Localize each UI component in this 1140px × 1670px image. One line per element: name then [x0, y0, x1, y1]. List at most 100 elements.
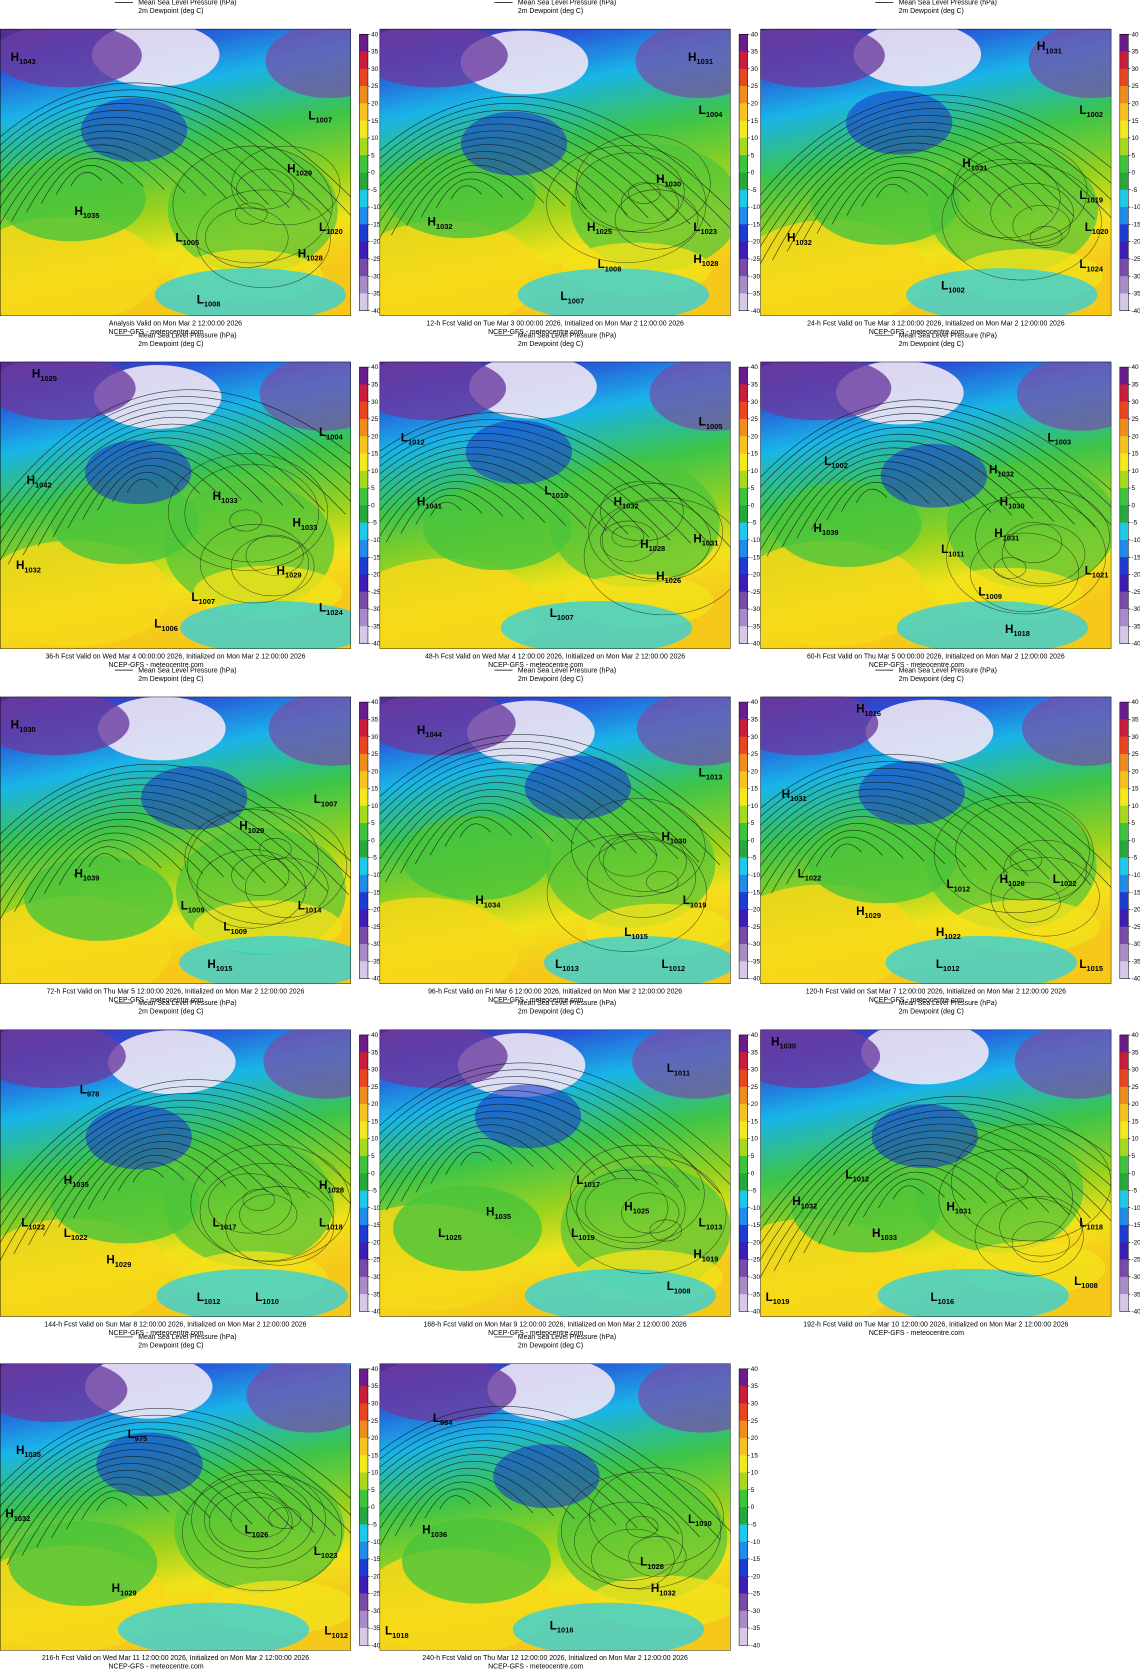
center-type: H [64, 1174, 72, 1187]
isobar [561, 1471, 722, 1590]
center-value: 1012 [408, 438, 425, 447]
pressure-center: H1035 [486, 1206, 511, 1221]
pressure-center: H1032 [614, 495, 639, 510]
colorbar-label: 25 [371, 416, 379, 423]
pressure-center: L1005 [175, 232, 199, 247]
pressure-center: L1012 [845, 1168, 869, 1183]
colorbar-segment [739, 1368, 748, 1387]
center-value: 1029 [296, 169, 313, 178]
center-value: 1018 [1087, 1223, 1104, 1232]
source: NCEP-GFS - meteocentre.com [488, 662, 583, 669]
center-type: H [693, 253, 701, 266]
source: NCEP-GFS - meteocentre.com [108, 997, 203, 1004]
colorbar-label: 35 [371, 49, 379, 56]
dewpoint-area [760, 361, 892, 421]
isobar [184, 463, 320, 563]
colorbar-label: 5 [1131, 820, 1135, 827]
colorbar-segment [359, 172, 368, 191]
colorbar-segment [739, 926, 748, 945]
isobar [0, 130, 227, 209]
colorbar-segment [359, 909, 368, 928]
dewpoint-area [543, 936, 731, 984]
isobar [0, 110, 290, 208]
dewpoint-area [487, 1363, 615, 1421]
colorbar-label: -35 [371, 291, 381, 298]
center-type: H [1037, 40, 1045, 53]
colorbar-segment [359, 574, 368, 593]
pressure-center: L1005 [699, 416, 723, 431]
colorbar-label: -40 [1131, 308, 1140, 315]
center-type: L [319, 221, 326, 234]
dewpoint-area [946, 461, 1112, 589]
center-value: 1007 [316, 116, 333, 125]
colorbar-label: -40 [751, 1309, 761, 1316]
dewpoint-area [861, 1029, 989, 1085]
colorbar-segment [739, 823, 748, 841]
colorbar-segment [359, 1242, 368, 1260]
isobar [576, 134, 711, 233]
colorbar-label: 0 [371, 837, 375, 844]
isobar [546, 834, 707, 952]
colorbar-label: 10 [371, 1470, 379, 1477]
center-value: 1032 [997, 470, 1014, 479]
isobar [0, 389, 351, 505]
isobar [0, 1435, 315, 1534]
colorbar-label: 5 [751, 1487, 755, 1494]
pressure-center: L1023 [314, 1545, 338, 1560]
center-type: L [128, 1428, 135, 1441]
center-type: H [587, 221, 595, 234]
isobar [831, 163, 971, 225]
colorbar-label: 15 [1131, 118, 1139, 125]
colorbar-label: 35 [371, 1049, 379, 1056]
pressure-center: L1020 [319, 221, 343, 236]
pressure-center: L1024 [1079, 258, 1104, 273]
colorbar-label: -15 [371, 554, 381, 561]
caption: 168-h Fcst Valid on Mon Mar 9 12:00:00 2… [423, 1321, 686, 1328]
center-value: 1030 [19, 725, 36, 734]
pressure-center: H1030 [771, 1036, 796, 1051]
dewpoint-area [0, 156, 146, 242]
colorbar-label: -5 [1131, 187, 1137, 194]
colorbar-segment [359, 1294, 368, 1312]
isobar [82, 458, 221, 520]
isobar [379, 1419, 700, 1538]
map: H1035L1025L1017L1019H1025L1013H1019L1008… [379, 1029, 731, 1317]
isobar [415, 1131, 555, 1193]
isobar [379, 123, 670, 222]
pressure-center: L1019 [571, 1227, 595, 1242]
center-value: 1002 [1087, 110, 1104, 119]
center-type: H [693, 1248, 701, 1261]
center-value: 1003 [1055, 438, 1072, 447]
colorbar-segment [359, 1368, 368, 1387]
center-type: L [699, 104, 706, 117]
isobar [28, 825, 204, 903]
colorbar-label: -15 [751, 554, 761, 561]
isobar [811, 468, 950, 530]
pressure-center: H1042 [27, 474, 52, 489]
dewpoint-area [179, 936, 351, 984]
source: NCEP-GFS - meteocentre.com [869, 1330, 964, 1337]
dewpoint-area [379, 361, 507, 421]
colorbar-segment [1119, 172, 1129, 191]
center-type: H [688, 51, 696, 64]
colorbar-segment [359, 34, 368, 52]
colorbar-segment [1119, 736, 1129, 755]
center-type: L [766, 1291, 773, 1304]
colorbar-segment [1119, 574, 1129, 593]
colorbar-label: 30 [1131, 1067, 1139, 1074]
isobar [0, 410, 351, 545]
isobar [420, 171, 524, 218]
center-type: H [417, 724, 425, 737]
colorbar-segment [739, 1507, 748, 1525]
colorbar-segment [1119, 961, 1129, 979]
isobar [379, 467, 566, 526]
colorbar-label: -20 [751, 1573, 761, 1580]
colorbar-label: 30 [1131, 399, 1139, 406]
center-value: 1016 [865, 709, 882, 718]
center-value: 1016 [557, 1626, 574, 1635]
isobar [760, 1123, 1112, 1279]
isobar [379, 782, 616, 876]
isobar [231, 854, 290, 896]
